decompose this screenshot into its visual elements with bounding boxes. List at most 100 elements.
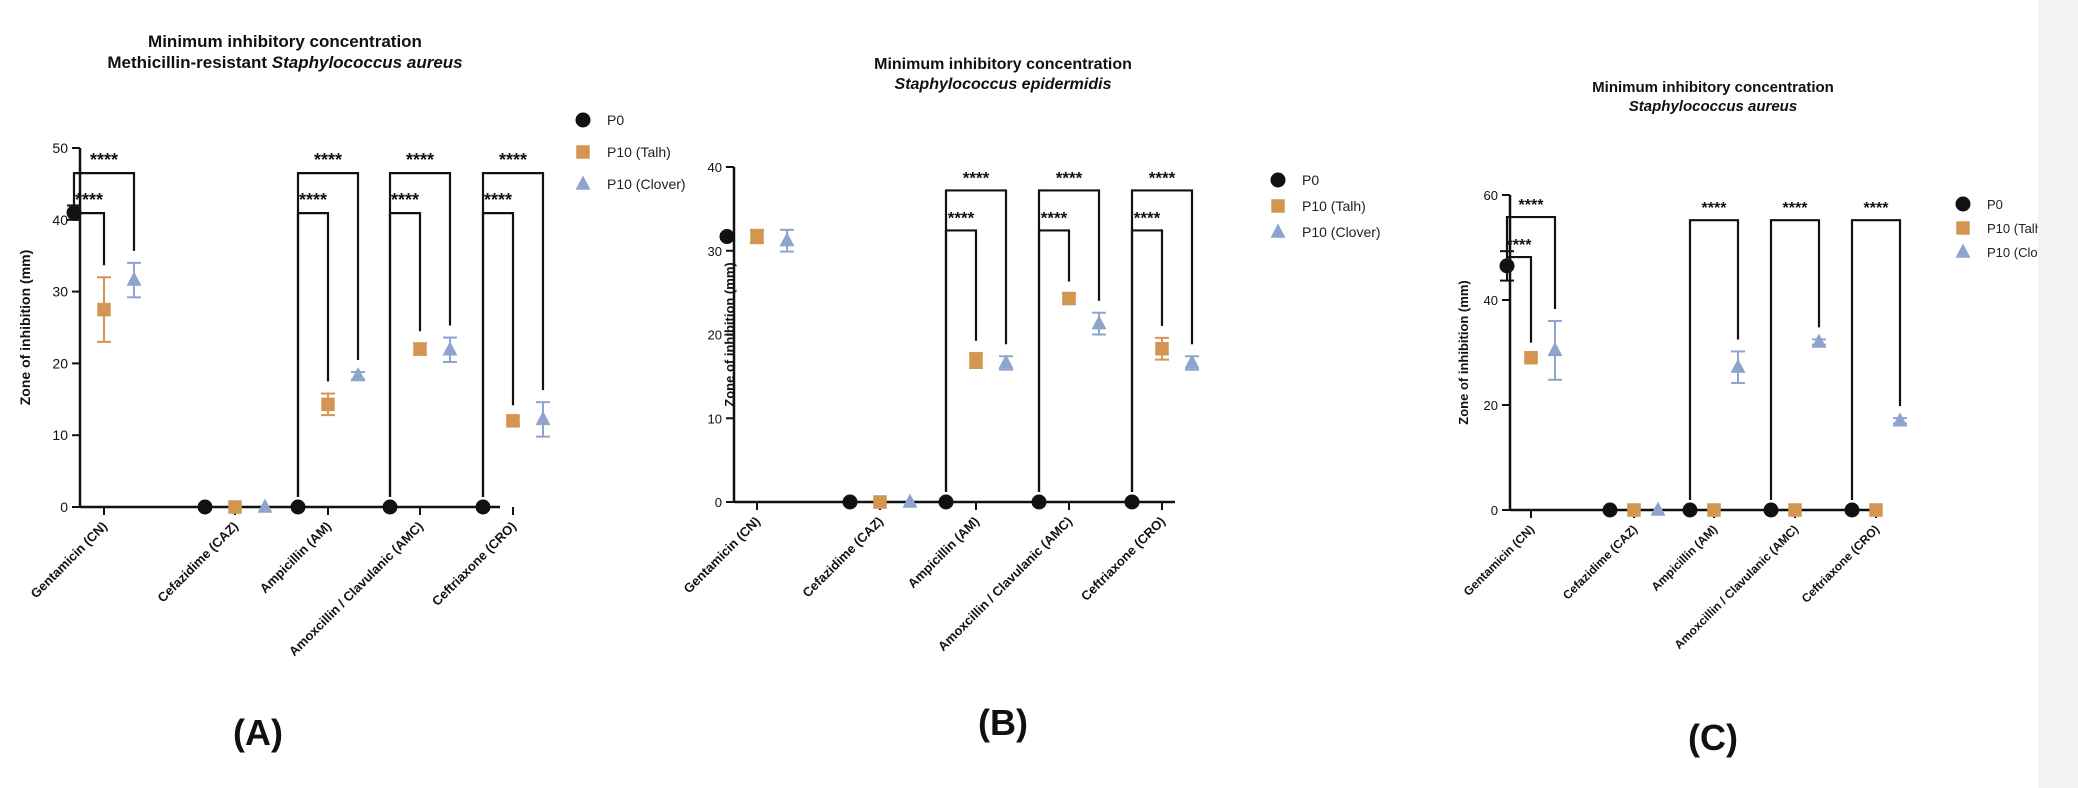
significance-label: **** bbox=[1519, 197, 1545, 214]
data-point bbox=[1031, 494, 1047, 510]
data-point bbox=[197, 499, 213, 515]
data-point bbox=[1124, 494, 1140, 510]
significance-label: **** bbox=[299, 190, 327, 210]
data-point bbox=[1763, 502, 1779, 518]
significance-label: **** bbox=[1702, 200, 1728, 217]
chart-title-line2: Staphylococcus epidermidis bbox=[895, 76, 1112, 93]
significance-label: **** bbox=[406, 150, 434, 170]
significance-bracket: **** bbox=[1850, 200, 1902, 500]
y-tick-label: 50 bbox=[52, 140, 68, 156]
bracket-line bbox=[1037, 189, 1101, 492]
data-point bbox=[1184, 354, 1200, 371]
significance-bracket: **** bbox=[72, 190, 106, 266]
data-point bbox=[506, 414, 520, 428]
chart-title-species: Staphylococcus aureus bbox=[272, 53, 463, 72]
marker-triangle bbox=[442, 341, 458, 356]
marker-circle bbox=[1763, 502, 1779, 518]
data-point bbox=[1091, 311, 1107, 336]
marker-square bbox=[228, 500, 242, 514]
data-point bbox=[66, 204, 82, 221]
x-tick-label: Ampicillin (AM) bbox=[1648, 522, 1720, 594]
significance-bracket: **** bbox=[296, 150, 360, 497]
chart-panel-b: Minimum inhibitory concentration Staphylo… bbox=[681, 56, 1381, 743]
data-point bbox=[719, 229, 735, 245]
significance-bracket: **** bbox=[1505, 197, 1557, 309]
legend-label: P10 (Clover) bbox=[607, 176, 686, 192]
data-point bbox=[1602, 502, 1618, 518]
bracket-line bbox=[1688, 219, 1740, 500]
y-tick-label: 20 bbox=[52, 355, 68, 371]
y-axis-label: Zone of inhibition (mm) bbox=[722, 262, 737, 406]
bracket-line bbox=[1130, 229, 1164, 492]
x-tick-label: Cefazidime (CAZ) bbox=[1560, 522, 1640, 602]
data-point bbox=[842, 494, 858, 510]
marker-circle bbox=[938, 494, 954, 510]
significance-bracket: **** bbox=[481, 190, 515, 497]
legend-marker-triangle bbox=[1955, 243, 1971, 258]
significance-bracket: **** bbox=[944, 208, 978, 492]
chart-panel-c: Minimum inhibitory concentration Staphylo… bbox=[1456, 79, 2060, 758]
marker-circle bbox=[1682, 502, 1698, 518]
significance-label: **** bbox=[1864, 200, 1890, 217]
y-tick-label: 40 bbox=[1484, 293, 1498, 308]
data-point bbox=[1844, 502, 1860, 518]
bracket-line bbox=[481, 172, 545, 497]
bracket-line bbox=[1037, 229, 1071, 492]
y-tick-label: 40 bbox=[52, 212, 68, 228]
y-tick-label: 0 bbox=[60, 499, 68, 515]
data-point bbox=[779, 228, 795, 253]
marker-square bbox=[750, 229, 764, 244]
marker-square bbox=[1524, 351, 1538, 365]
bracket-line bbox=[296, 172, 360, 497]
panel-label: (B) bbox=[978, 702, 1028, 743]
bracket-line bbox=[296, 212, 330, 497]
legend-marker-square bbox=[1956, 221, 1970, 235]
significance-bracket: **** bbox=[72, 150, 136, 251]
significance-label: **** bbox=[1149, 168, 1176, 187]
y-tick-label: 20 bbox=[708, 328, 722, 343]
chart-title-line2: Methicillin-resistant Staphylococcus aur… bbox=[107, 53, 462, 72]
marker-square bbox=[1627, 503, 1641, 517]
legend: P0 P10 (Talh) P10 (Clover) bbox=[1270, 172, 1381, 240]
marker-circle bbox=[66, 205, 82, 221]
marker-square bbox=[1788, 503, 1802, 517]
bracket-line bbox=[1130, 189, 1194, 492]
marker-triangle bbox=[257, 498, 273, 513]
data-point bbox=[902, 493, 918, 508]
significance-label: **** bbox=[499, 150, 527, 170]
marker-circle bbox=[475, 499, 491, 515]
y-tick-label: 40 bbox=[708, 160, 722, 175]
panel-label: (A) bbox=[233, 712, 283, 753]
data-point bbox=[1811, 333, 1827, 348]
bracket-line bbox=[1505, 215, 1557, 309]
legend-label: P10 (Clover) bbox=[1302, 224, 1381, 240]
data-point bbox=[750, 228, 764, 245]
x-tick-label: Cefazidime (CAZ) bbox=[799, 514, 886, 601]
significance-label: **** bbox=[314, 150, 342, 170]
significance-label: **** bbox=[963, 168, 990, 187]
data-point bbox=[228, 500, 242, 514]
y-axis-label: Zone of inhibition (mm) bbox=[17, 250, 33, 406]
y-tick-label: 60 bbox=[1484, 188, 1498, 203]
legend-marker-triangle bbox=[575, 175, 591, 190]
significance-bracket: **** bbox=[1688, 200, 1740, 500]
significance-bracket: **** bbox=[1130, 168, 1194, 492]
marker-circle bbox=[1031, 494, 1047, 510]
data-point bbox=[1155, 336, 1169, 361]
data-point bbox=[382, 499, 398, 515]
data-point bbox=[969, 351, 983, 369]
data-point bbox=[1499, 250, 1515, 282]
x-tick-label: Gentamicin (CN) bbox=[28, 519, 111, 602]
x-tick-label: Ampicillin (AM) bbox=[257, 519, 335, 597]
data-point bbox=[1682, 502, 1698, 518]
x-tick-label: Ceftriaxone (CRO) bbox=[429, 519, 519, 609]
bracket-line bbox=[72, 195, 106, 266]
legend-marker-triangle bbox=[1270, 223, 1286, 238]
marker-square bbox=[873, 495, 887, 509]
significance-bracket: **** bbox=[944, 168, 1008, 492]
bracket-line bbox=[1505, 241, 1533, 343]
bracket-line bbox=[1769, 219, 1821, 500]
marker-triangle bbox=[1091, 315, 1107, 330]
marker-triangle bbox=[1892, 412, 1908, 427]
